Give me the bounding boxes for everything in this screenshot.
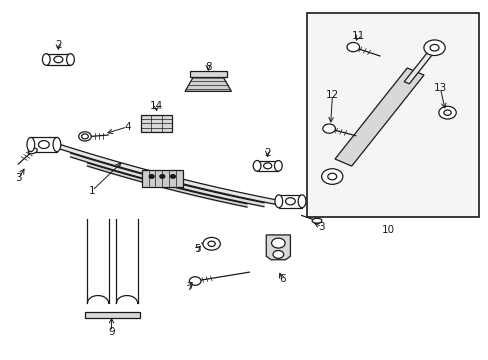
Ellipse shape <box>298 195 305 208</box>
Circle shape <box>160 175 164 178</box>
Bar <box>46 54 70 65</box>
Polygon shape <box>334 68 423 166</box>
Text: 12: 12 <box>325 90 338 100</box>
Bar <box>307 13 478 217</box>
Circle shape <box>189 277 201 285</box>
Polygon shape <box>189 71 226 77</box>
Ellipse shape <box>53 138 61 152</box>
Circle shape <box>327 173 336 180</box>
Circle shape <box>423 40 444 55</box>
Ellipse shape <box>42 54 50 65</box>
Circle shape <box>170 175 175 178</box>
Circle shape <box>272 251 283 258</box>
Circle shape <box>203 238 220 250</box>
Circle shape <box>322 124 335 133</box>
Circle shape <box>321 169 342 184</box>
Text: 6: 6 <box>278 274 285 284</box>
Text: 2: 2 <box>264 148 270 158</box>
Ellipse shape <box>311 218 321 223</box>
Bar <box>142 170 183 187</box>
Circle shape <box>207 241 215 247</box>
Text: 4: 4 <box>124 122 131 132</box>
Circle shape <box>263 163 271 169</box>
Circle shape <box>443 110 450 115</box>
Bar <box>141 115 172 132</box>
Circle shape <box>81 134 88 139</box>
Text: 13: 13 <box>433 83 446 93</box>
Circle shape <box>438 106 455 119</box>
Circle shape <box>79 132 91 141</box>
Text: 3: 3 <box>318 222 325 232</box>
Text: 9: 9 <box>108 327 115 337</box>
Circle shape <box>39 141 49 149</box>
Circle shape <box>346 42 359 52</box>
Text: 3: 3 <box>16 173 22 183</box>
Text: 8: 8 <box>204 62 211 72</box>
Bar <box>31 138 57 152</box>
Text: 2: 2 <box>55 40 61 50</box>
Text: 7: 7 <box>186 282 192 292</box>
Text: 5: 5 <box>193 244 200 254</box>
Circle shape <box>54 56 63 63</box>
Ellipse shape <box>253 161 261 171</box>
Ellipse shape <box>66 54 74 65</box>
Polygon shape <box>404 49 434 84</box>
Ellipse shape <box>274 161 282 171</box>
Bar <box>278 195 302 208</box>
Circle shape <box>271 238 285 248</box>
Ellipse shape <box>27 138 35 152</box>
Text: 14: 14 <box>150 100 163 111</box>
Text: 11: 11 <box>351 31 364 41</box>
Ellipse shape <box>28 148 37 154</box>
Bar <box>85 312 140 318</box>
Circle shape <box>285 198 295 205</box>
Circle shape <box>429 45 438 51</box>
Text: 10: 10 <box>381 225 394 235</box>
Polygon shape <box>184 78 231 91</box>
Text: 1: 1 <box>89 186 95 195</box>
Polygon shape <box>265 235 290 260</box>
Ellipse shape <box>274 195 282 208</box>
Circle shape <box>149 175 154 178</box>
Bar <box>257 161 278 171</box>
